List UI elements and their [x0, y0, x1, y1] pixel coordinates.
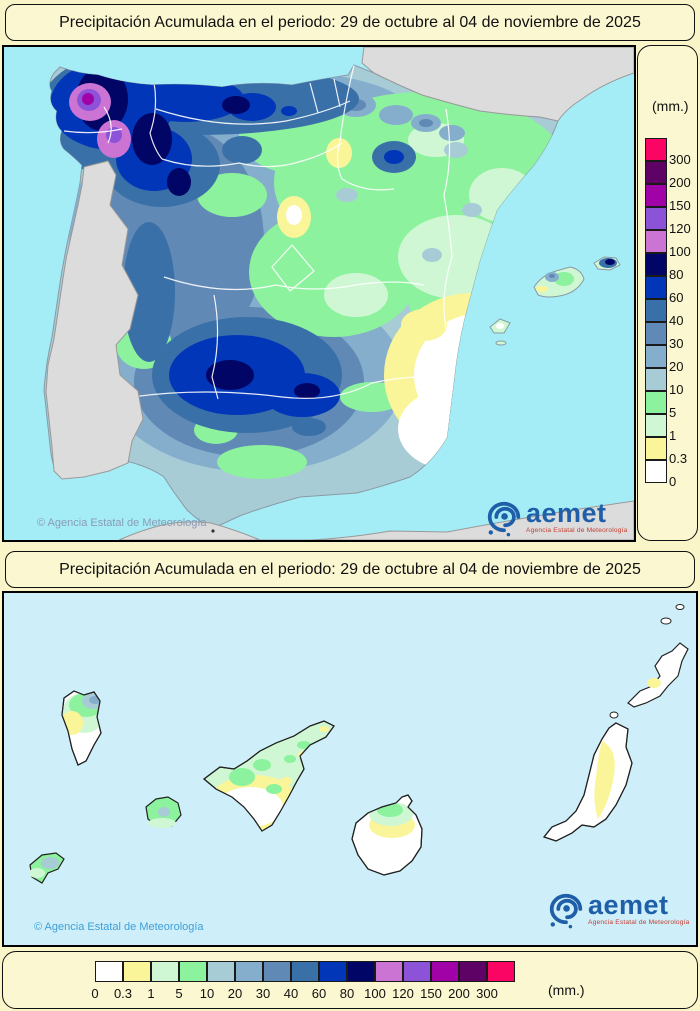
legend-swatch-300: [645, 138, 667, 161]
peninsula-map-canvas: [4, 47, 634, 540]
legend-value-label: 60: [669, 290, 684, 305]
island-la-gomera: [145, 796, 182, 828]
legend-value-label: 100: [364, 986, 386, 1001]
canary-copyright: © Agencia Estatal de Meteorología: [34, 921, 204, 933]
legend-swatch-30: [645, 322, 667, 345]
legend-swatch-40: [645, 299, 667, 322]
legend-value-label: 40: [283, 986, 299, 1001]
legend-swatch-150: [645, 184, 667, 207]
aemet-logo-tagline: Agencia Estatal de Meteorología: [588, 918, 690, 926]
legend-value-label: 200: [448, 986, 470, 1001]
island-el-hierro: [29, 852, 65, 884]
aemet-logo-text: aemet: [526, 497, 607, 528]
legend-value-label: 150: [420, 986, 442, 1001]
legend-value-label: 60: [311, 986, 327, 1001]
legend-value-label: 120: [392, 986, 414, 1001]
island-gran-canaria: [351, 794, 423, 876]
legend-value-label: 200: [669, 175, 691, 190]
france-land: [361, 47, 634, 122]
legend-swatch-0: [645, 460, 667, 483]
legend-swatch-0.3: [123, 961, 151, 982]
legend-value-label: 20: [227, 986, 243, 1001]
portugal-land: [45, 160, 144, 480]
horizontal-legend-unit: (mm.): [548, 982, 585, 998]
admin-borders: [63, 65, 453, 400]
legend-swatch-150: [431, 961, 459, 982]
legend-swatch-80: [645, 253, 667, 276]
gibraltar-dot: [211, 529, 215, 533]
canary-islands-map: © Agencia Estatal de Meteorología aemet …: [2, 591, 698, 947]
legend-swatch-30: [263, 961, 291, 982]
islet-alegranza: [675, 604, 685, 610]
legend-swatch-20: [235, 961, 263, 982]
legend-value-label: 0: [91, 986, 99, 1001]
aemet-logo-peninsula: aemet Agencia Estatal de Meteorología: [482, 495, 628, 539]
horizontal-legend-bar: 0 0.3 1 5 10 20 30 40 60 80 100 120 150 200 300 (mm.): [2, 951, 698, 1009]
legend-value-label: 80: [669, 267, 684, 282]
canary-sea-area: [4, 593, 696, 945]
legend-value-label: 5: [669, 405, 677, 420]
peninsula-map: © Agencia Estatal de Meteorología aemet …: [2, 45, 636, 542]
legend-swatch-5: [179, 961, 207, 982]
legend-swatch-100: [645, 230, 667, 253]
aemet-spiral-icon: [487, 501, 521, 537]
legend-swatch-80: [347, 961, 375, 982]
legend-swatch-20: [645, 345, 667, 368]
aemet-logo-text: aemet: [588, 889, 669, 920]
legend-swatch-200: [645, 161, 667, 184]
legend-swatch-0.3: [645, 437, 667, 460]
peninsula-title: Precipitación Acumulada en el periodo: 2…: [59, 13, 641, 31]
legend-value-label: 30: [255, 986, 271, 1001]
aemet-logo-canary: aemet Agencia Estatal de Meteorología: [544, 887, 690, 931]
islet-lobos: [609, 711, 619, 719]
legend-swatch-100: [375, 961, 403, 982]
legend-value-label: 150: [669, 198, 691, 213]
legend-value-label: 120: [669, 221, 691, 236]
legend-swatch-1: [151, 961, 179, 982]
canary-title-bar: Precipitación Acumulada en el periodo: 2…: [5, 551, 695, 588]
canary-title: Precipitación Acumulada en el periodo: 2…: [59, 560, 641, 578]
legend-value-label: 80: [339, 986, 355, 1001]
legend-swatch-40: [291, 961, 319, 982]
aemet-spiral-icon: [549, 893, 583, 929]
legend-value-label: 30: [669, 336, 684, 351]
legend-value-label: 100: [669, 244, 691, 259]
legend-value-label: 20: [669, 359, 684, 374]
legend-swatch-10: [207, 961, 235, 982]
legend-value-label: 10: [669, 382, 684, 397]
legend-value-label: 5: [175, 986, 183, 1001]
legend-value-label: 1: [147, 986, 155, 1001]
legend-value-label: 300: [476, 986, 498, 1001]
legend-swatch-200: [459, 961, 487, 982]
legend-swatch-60: [319, 961, 347, 982]
island-lanzarote: [627, 604, 689, 708]
legend-value-label: 0.3: [669, 451, 688, 466]
vertical-legend-panel: (mm.) 300 200 150 120 100 80 60 40 30 20 10 5 1 0.3 0: [637, 45, 698, 541]
vertical-legend-unit: (mm.): [652, 98, 689, 114]
legend-swatch-60: [645, 276, 667, 299]
islet-graciosa: [660, 617, 672, 625]
legend-value-label: 10: [199, 986, 215, 1001]
island-la-palma: [61, 690, 102, 766]
balearic-islands: [489, 256, 621, 346]
spain-precipitation-contours: [44, 65, 558, 479]
legend-swatch-10: [645, 368, 667, 391]
legend-value-label: 300: [669, 152, 691, 167]
legend-swatch-120: [645, 207, 667, 230]
legend-value-label: 0.3: [113, 986, 133, 1001]
island-fuerteventura: [542, 711, 633, 842]
legend-value-label: 1: [669, 428, 677, 443]
peninsula-title-bar: Precipitación Acumulada en el periodo: 2…: [5, 4, 695, 41]
legend-value-label: 0: [669, 474, 677, 489]
legend-swatch-120: [403, 961, 431, 982]
aemet-logo-tagline: Agencia Estatal de Meteorología: [526, 526, 628, 534]
canary-map-canvas: [4, 593, 696, 945]
peninsula-copyright: © Agencia Estatal de Meteorología: [37, 517, 207, 529]
legend-swatch-1: [645, 414, 667, 437]
legend-swatch-0: [95, 961, 123, 982]
legend-swatch-5: [645, 391, 667, 414]
legend-value-label: 40: [669, 313, 684, 328]
legend-swatch-300: [487, 961, 515, 982]
